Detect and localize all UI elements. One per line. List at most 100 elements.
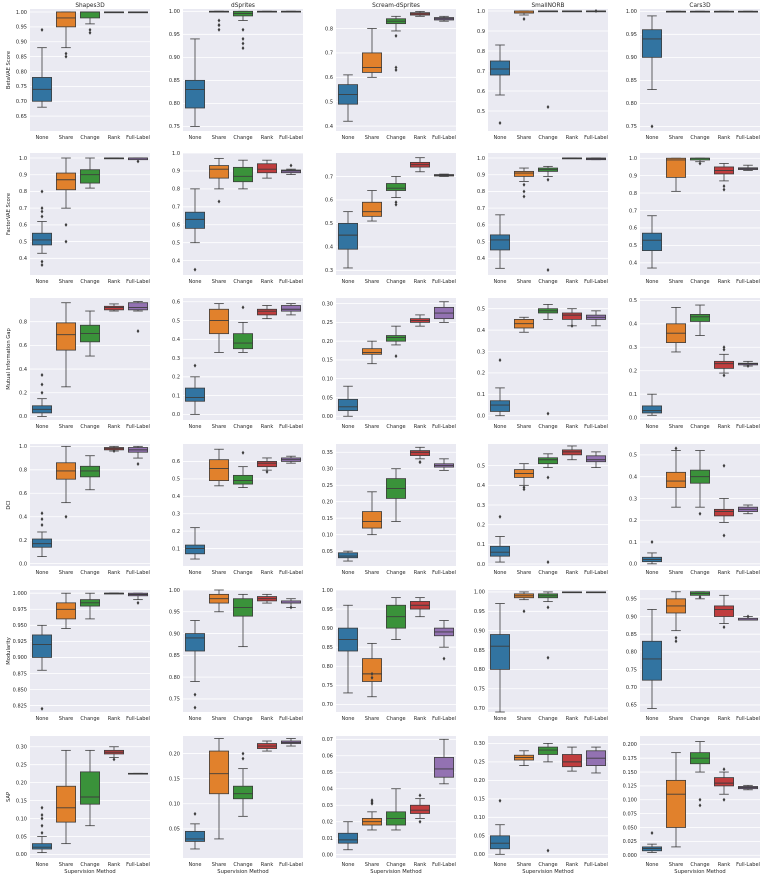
y-tick-label: 0.20 [474,778,485,784]
y-tick-label: 0.75 [626,667,637,673]
box-full-label [433,15,454,22]
outlier-point [546,560,550,565]
box-share [666,10,687,13]
y-tick-label: 0.70 [322,702,333,708]
x-tick-label-none: None [493,135,506,141]
x-tick-label-none: None [188,279,201,285]
box-none [184,38,205,127]
box-iqr [361,658,382,682]
y-tick-label: 0.20 [16,780,27,786]
y-tick-label: 0.85 [169,78,180,84]
outlier-point [650,831,654,836]
box-iqr [232,333,253,350]
box-rank [256,740,277,752]
panel-3-0: 0.0 0.2 0.4 0.6 0.8 1.0 None Share Change Rank Ful… [19,444,150,576]
x-tick-label-change: Change [386,716,405,722]
box-rank [104,592,125,595]
panel-2-3: 0.0 0.1 0.2 0.3 0.4 0.5 None Share Change Rank Ful… [477,298,608,430]
y-tick-label: 0.9 [477,29,485,35]
panel-0-0: 0.65 0.70 0.75 0.80 0.85 0.90 0.95 1.00 None Shar… [16,3,150,141]
box-change [80,749,101,827]
box-iqr [232,166,253,183]
y-tick-label: 1.0 [172,151,180,157]
x-tick-label-share: Share [59,570,73,576]
x-tick-label-share: Share [59,862,73,868]
box-share [361,190,382,222]
box-iqr [538,746,559,755]
x-tick-label-full-label: Full-Label [126,279,150,285]
x-tick-label-rank: Rank [414,862,427,868]
box-share [666,157,687,192]
box-full-label [586,157,607,161]
outlier-point [722,184,726,189]
x-tick-label-none: None [493,862,506,868]
box-iqr [714,605,735,617]
x-tick-label-full-label: Full-Label [126,424,150,430]
y-tick-label: 0.01 [322,836,333,842]
x-tick-label-full-label: Full-Label [584,135,608,141]
y-tick-label: 0.3 [629,496,637,502]
box-share [208,303,229,353]
y-tick-label: 0.6 [172,300,180,306]
box-change [538,10,559,109]
y-tick-label: 1.00 [474,590,485,596]
box-share [208,10,229,32]
y-tick-label: 0.5 [325,100,333,106]
panel-2-1: 0.0 0.1 0.2 0.3 0.4 0.5 0.6 None Share Change Rank… [172,298,303,430]
panel-3-4: 0.0 0.1 0.2 0.3 0.4 0.5 None Share Change Rank Ful… [629,444,760,576]
panel-2-0: 0.0 0.2 0.4 0.6 0.8 None Share Change Rank Full-L… [19,298,150,430]
outlier-point [498,121,502,125]
outlier-point [698,511,702,516]
x-tick-label-share: Share [669,862,683,868]
outlier-point [136,329,140,334]
box-iqr [409,450,430,456]
x-tick-label-full-label: Full-Label [736,862,760,868]
outlier-point [64,51,68,56]
x-tick-label-none: None [188,424,201,430]
panel-5-3: 0.00 0.05 0.10 0.15 0.20 0.25 0.30 None Share Cha… [474,736,608,875]
panel-1-4: 0.4 0.5 0.6 0.7 0.8 0.9 1.0 None Share Change Rank… [629,153,760,285]
box-change [232,10,253,51]
outlier-point [546,605,550,610]
box-iqr [56,172,77,191]
box-none [337,604,358,694]
panel-2-2: 0.00 0.05 0.10 0.15 0.20 0.25 0.30 None Share Cha… [322,298,456,430]
x-tick-label-change: Change [80,570,99,576]
x-tick-label-full-label: Full-Label [279,570,303,576]
panel-1-3: 0.4 0.5 0.6 0.7 0.8 0.9 1.0 None Share Change Rank… [477,153,608,285]
x-tick-label-share: Share [669,716,683,722]
y-tick-label: 0.1 [477,392,485,398]
y-tick-label: 0.5 [629,453,637,459]
x-tick-label-share: Share [669,424,683,430]
x-tick-label-change: Change [386,424,405,430]
box-iqr [256,163,277,174]
y-tick-label: 0.70 [626,685,637,691]
box-rank [256,593,277,604]
y-tick-label: 0.2 [629,518,637,524]
box-iqr [714,777,735,787]
y-tick-label: 0.4 [477,256,485,262]
x-tick-label-none: None [35,716,48,722]
panel-1-0: 0.4 0.5 0.6 0.7 0.8 0.9 1.0 None Share Change Rank… [19,153,150,285]
x-axis-label: Supervision Method [370,869,421,875]
outlier-point [88,27,92,32]
panel-1-1: 0.4 0.5 0.6 0.7 0.8 0.9 1.0 None Share Change Rank… [172,151,303,285]
outlier-point [241,41,245,46]
box-rank [714,10,735,13]
box-rank [409,157,430,173]
panel-5-2: 0.00 0.01 0.02 0.03 0.04 0.05 0.06 0.07 None Shar… [322,736,456,875]
box-iqr [184,387,205,402]
box-iqr [184,830,205,842]
outlier-point [722,347,726,352]
y-tick-label: 1.000 [13,591,27,597]
y-tick-label: 0.06 [322,754,333,760]
outlier-point [698,161,702,166]
box-iqr [562,449,583,456]
outlier-point [418,460,422,465]
box-full-label [738,784,759,791]
outlier-point [40,522,44,527]
box-full-label [738,614,759,621]
outlier-point [522,189,526,194]
box-change [538,453,559,565]
y-tick-label: 0.95 [169,610,180,616]
